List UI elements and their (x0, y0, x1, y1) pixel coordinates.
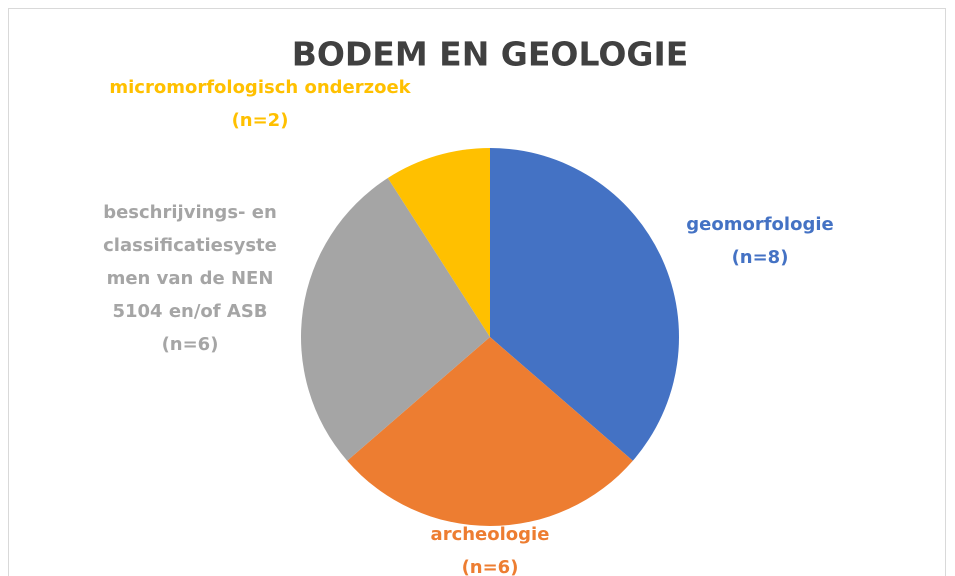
pie-slice (300, 178, 490, 461)
data-label: beschrijvings- en classificatiesystemen … (95, 196, 285, 361)
chart-title: BODEM EN GEOLOGIE (292, 35, 689, 74)
value-label: (n=2) (231, 110, 289, 131)
pie-slice (347, 337, 633, 526)
data-label: archeologie (n=6) (385, 518, 595, 576)
data-label: geomorfologie (n=8) (655, 208, 865, 274)
category-label: beschrijvings- en classificatiesystemen … (103, 202, 277, 322)
value-label: (n=6) (161, 334, 219, 355)
pie-slice (490, 148, 679, 461)
category-label: micromorfologisch onderzoek (109, 77, 411, 98)
data-label: micromorfologisch onderzoek (n=2) (60, 71, 460, 137)
value-label: (n=6) (461, 557, 519, 576)
category-label: geomorfologie (686, 214, 834, 235)
pie-slice (387, 148, 490, 337)
category-label: archeologie (430, 524, 550, 545)
chart-frame (8, 8, 946, 576)
value-label: (n=8) (731, 247, 789, 268)
